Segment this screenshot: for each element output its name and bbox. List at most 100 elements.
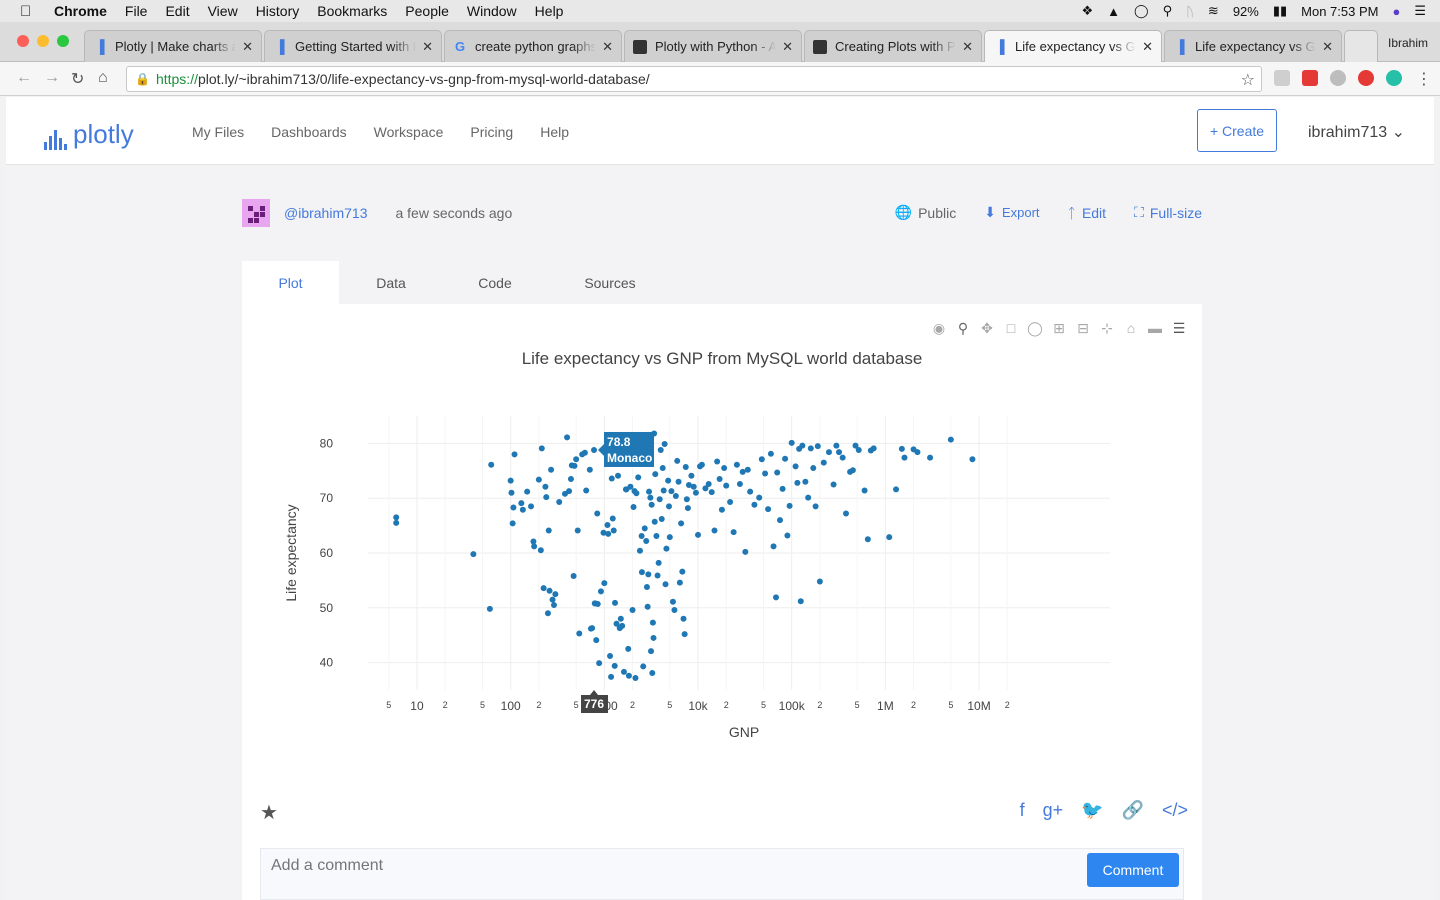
public-button[interactable]: 🌐 Public: [895, 204, 957, 221]
extension-icon[interactable]: [1302, 70, 1318, 86]
menu-window[interactable]: Window: [466, 3, 517, 19]
spotlight-search-icon[interactable]: ⚲: [1162, 3, 1173, 18]
twitter-icon[interactable]: 🐦: [1081, 800, 1104, 820]
menu-edit[interactable]: Edit: [165, 3, 190, 19]
wifi-icon[interactable]: ≋: [1207, 3, 1219, 18]
menu-chrome[interactable]: Chrome: [54, 3, 107, 19]
lasso-select-icon[interactable]: ◯: [1027, 320, 1043, 336]
hover-compare-icon[interactable]: ☰: [1172, 320, 1186, 336]
close-tab-icon[interactable]: ✕: [242, 38, 253, 54]
battery-icon[interactable]: ▮▮: [1272, 3, 1288, 18]
drive-icon[interactable]: ▲: [1107, 3, 1120, 19]
data-point: [600, 529, 607, 536]
menu-file[interactable]: File: [124, 3, 148, 19]
comment-button[interactable]: Comment: [1087, 853, 1179, 887]
zoom-window-button[interactable]: [57, 35, 69, 47]
back-button[interactable]: ←: [16, 69, 32, 86]
google-plus-icon[interactable]: g+: [1042, 800, 1064, 820]
close-tab-icon[interactable]: ✕: [1142, 38, 1153, 54]
close-tab-icon[interactable]: ✕: [602, 38, 613, 54]
bookmark-star-icon[interactable]: ☆: [1240, 72, 1255, 89]
battery-percent[interactable]: 92%: [1232, 3, 1259, 19]
chrome-menu-icon[interactable]: ⋮: [1416, 71, 1432, 88]
embed-icon[interactable]: </>: [1161, 800, 1188, 820]
autoscale-icon[interactable]: ⊹: [1101, 320, 1113, 336]
extension-icon[interactable]: [1358, 70, 1374, 86]
scatter-plot[interactable]: 405060708010100100010k100k1M10M525252525…: [242, 304, 1202, 784]
close-window-button[interactable]: [17, 35, 29, 47]
menu-people[interactable]: People: [405, 3, 449, 19]
comment-input[interactable]: [271, 857, 971, 875]
siri-icon[interactable]: ●: [1392, 3, 1401, 19]
address-bar[interactable]: 🔒 https:// plot.ly/~ibrahim713/0/life-ex…: [126, 66, 1262, 92]
pan-icon[interactable]: ✥: [981, 320, 993, 336]
favorite-star-icon[interactable]: ★: [260, 802, 278, 824]
browser-tab[interactable]: ▐ Plotly | Make charts and ✕: [84, 30, 262, 62]
notification-center-icon[interactable]: ☰: [1414, 3, 1426, 18]
tab-sources[interactable]: Sources: [584, 274, 636, 291]
create-button[interactable]: + Create: [1197, 109, 1277, 152]
box-select-icon[interactable]: □: [1006, 320, 1016, 336]
menu-history[interactable]: History: [255, 3, 300, 19]
tab-plot[interactable]: Plot: [242, 261, 339, 304]
tab-data[interactable]: Data: [376, 274, 406, 291]
browser-tab-title: Creating Plots with Py: [835, 39, 957, 54]
extension-icon[interactable]: [1274, 70, 1290, 86]
nav-dashboards[interactable]: Dashboards: [271, 124, 347, 140]
browser-tab[interactable]: ▐ Life expectancy vs GNP ✕: [1164, 30, 1342, 62]
browser-tab[interactable]: ▐ Life expectancy vs GNP ✕: [984, 30, 1162, 62]
browser-tab[interactable]: Creating Plots with Py ✕: [804, 30, 982, 62]
forward-button[interactable]: →: [44, 69, 60, 86]
close-tab-icon[interactable]: ✕: [962, 38, 973, 54]
data-point: [564, 434, 571, 441]
browser-tab[interactable]: Plotly with Python - A ✕: [624, 30, 802, 62]
plotly-logo[interactable]: plotly: [44, 119, 134, 150]
data-point: [695, 531, 702, 538]
zoom-in-icon[interactable]: ⊞: [1053, 320, 1065, 336]
close-tab-icon[interactable]: ✕: [782, 38, 793, 54]
avatar[interactable]: [242, 199, 270, 227]
nav-pricing[interactable]: Pricing: [470, 124, 514, 140]
close-tab-icon[interactable]: ✕: [1322, 38, 1333, 54]
extension-icon[interactable]: [1330, 70, 1346, 86]
data-point: [528, 503, 535, 510]
home-button[interactable]: ⌂: [98, 69, 108, 86]
menu-view[interactable]: View: [207, 3, 238, 19]
menu-bookmarks[interactable]: Bookmarks: [317, 3, 388, 19]
extension-icon[interactable]: [1386, 70, 1402, 86]
hover-closest-icon[interactable]: ▬: [1148, 320, 1162, 336]
bluetooth-icon[interactable]: ᚢ: [1186, 3, 1194, 19]
edit-button[interactable]: ᛏ Edit: [1068, 204, 1107, 221]
fullsize-button[interactable]: ⛶ Full-size: [1134, 204, 1202, 221]
dropbox-icon[interactable]: ❖: [1081, 3, 1094, 18]
reset-axes-icon[interactable]: ⌂: [1126, 320, 1136, 336]
zoom-out-icon[interactable]: ⊟: [1077, 320, 1089, 336]
new-tab-button[interactable]: [1344, 30, 1378, 62]
data-point: [566, 488, 573, 495]
browser-tab[interactable]: ▐ Getting Started with Plotly ✕: [264, 30, 442, 62]
minimize-window-button[interactable]: [37, 35, 49, 47]
close-tab-icon[interactable]: ✕: [422, 38, 433, 54]
x-minor-tick-label: 2: [443, 700, 448, 710]
clock[interactable]: Mon 7:53 PM: [1301, 3, 1379, 19]
data-point: [540, 585, 547, 592]
nav-workspace[interactable]: Workspace: [373, 124, 444, 140]
zoom-icon[interactable]: ⚲: [957, 320, 969, 336]
chrome-profile-name[interactable]: Ibrahim: [1387, 36, 1428, 50]
data-point: [742, 548, 749, 555]
menu-help[interactable]: Help: [534, 3, 564, 19]
sync-icon[interactable]: ◯: [1134, 3, 1149, 18]
reload-button[interactable]: ↻: [71, 71, 85, 88]
export-button[interactable]: ⬇ Export: [984, 204, 1039, 221]
facebook-icon[interactable]: f: [1019, 800, 1025, 820]
user-menu[interactable]: ibrahim713 ⌄: [1308, 122, 1405, 142]
link-icon[interactable]: 🔗: [1121, 800, 1144, 820]
tab-code[interactable]: Code: [478, 274, 512, 291]
nav-help[interactable]: Help: [540, 124, 569, 140]
nav-my-files[interactable]: My Files: [192, 124, 245, 140]
author-link[interactable]: @ibrahim713: [284, 205, 368, 221]
data-point: [625, 672, 632, 679]
apple-icon[interactable]: : [20, 3, 40, 20]
camera-icon[interactable]: ◉: [932, 320, 946, 336]
